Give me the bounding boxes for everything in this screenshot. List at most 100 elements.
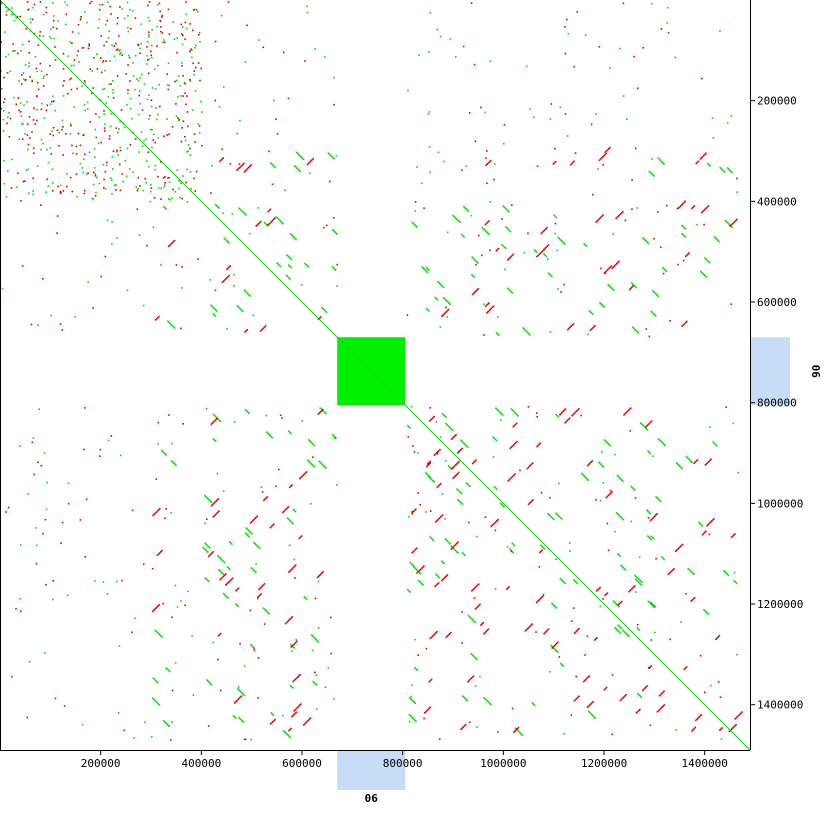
forward-point <box>619 555 621 557</box>
forward-point <box>655 293 657 295</box>
forward-point <box>548 513 550 516</box>
forward-point <box>558 237 561 240</box>
reverse-point <box>551 647 554 649</box>
reverse-point <box>62 190 65 192</box>
forward-point <box>588 711 591 714</box>
reverse-point <box>695 162 698 165</box>
forward-point <box>682 234 684 236</box>
forward-point <box>104 69 106 72</box>
forward-point <box>148 94 150 97</box>
reverse-point <box>19 15 22 18</box>
reverse-point <box>706 524 708 527</box>
reverse-point <box>244 169 247 172</box>
reverse-point <box>475 585 478 588</box>
forward-point <box>474 621 476 624</box>
reverse-point <box>475 459 477 461</box>
forward-point <box>607 442 609 445</box>
forward-point <box>265 431 268 433</box>
forward-point <box>214 309 217 311</box>
reverse-point <box>151 567 154 570</box>
reverse-point <box>614 263 617 266</box>
forward-point <box>208 499 211 501</box>
forward-point <box>514 727 517 730</box>
forward-point <box>171 721 173 723</box>
reverse-point <box>171 616 173 619</box>
reverse-point <box>596 220 599 222</box>
forward-point <box>715 444 718 447</box>
forward-point <box>616 629 619 631</box>
forward-point <box>226 596 228 598</box>
reverse-point <box>662 272 665 275</box>
forward-point <box>108 30 111 32</box>
reverse-point <box>420 567 423 570</box>
reverse-point <box>31 80 33 83</box>
forward-point <box>204 577 207 579</box>
forward-point <box>311 649 314 652</box>
reverse-point <box>30 323 33 326</box>
forward-point <box>205 408 208 410</box>
reverse-point <box>589 704 591 706</box>
forward-point <box>471 618 473 620</box>
reverse-point <box>70 88 73 91</box>
reverse-point <box>451 467 454 469</box>
forward-point <box>657 498 660 500</box>
reverse-point <box>291 616 294 618</box>
forward-point <box>652 290 654 292</box>
forward-point <box>301 420 304 422</box>
reverse-point <box>528 465 531 468</box>
reverse-point <box>150 50 152 53</box>
forward-point <box>653 291 655 293</box>
reverse-point <box>269 723 272 725</box>
reverse-point <box>160 26 162 28</box>
reverse-point <box>219 578 221 581</box>
forward-point <box>109 60 111 62</box>
forward-point <box>416 669 419 671</box>
forward-point <box>51 168 54 171</box>
reverse-point <box>618 603 621 605</box>
reverse-point <box>537 254 539 257</box>
reverse-point <box>536 445 538 448</box>
forward-point <box>170 511 172 514</box>
reverse-point <box>489 160 492 162</box>
forward-point <box>173 462 175 464</box>
forward-point <box>151 736 153 738</box>
reverse-point <box>734 725 736 727</box>
reverse-point <box>566 18 568 21</box>
reverse-point <box>71 42 73 44</box>
reverse-point <box>241 163 244 166</box>
forward-point <box>194 47 196 49</box>
forward-point <box>297 152 299 155</box>
forward-point <box>333 698 335 700</box>
reverse-point <box>286 507 289 509</box>
reverse-point <box>608 493 611 495</box>
forward-point <box>32 437 35 439</box>
forward-point <box>288 735 290 738</box>
reverse-point <box>511 475 514 478</box>
reverse-point <box>211 552 213 554</box>
forward-point <box>286 733 288 735</box>
reverse-point <box>28 40 30 43</box>
forward-point <box>267 611 269 614</box>
forward-point <box>11 13 14 16</box>
forward-point <box>211 165 213 167</box>
reverse-point <box>443 313 445 315</box>
reverse-point <box>92 307 94 309</box>
reverse-point <box>287 506 290 508</box>
forward-point <box>105 102 107 104</box>
reverse-point <box>626 410 629 413</box>
forward-point <box>172 21 174 24</box>
forward-point <box>213 439 216 441</box>
forward-point <box>521 734 524 736</box>
forward-point <box>585 245 588 247</box>
reverse-point <box>564 408 567 410</box>
reverse-point <box>66 185 68 188</box>
forward-point <box>86 101 89 104</box>
forward-point <box>36 70 38 73</box>
forward-point <box>221 559 224 561</box>
forward-point <box>255 563 257 565</box>
reverse-point <box>258 595 260 598</box>
forward-point <box>415 720 417 723</box>
reverse-point <box>256 224 259 226</box>
forward-point <box>86 21 88 24</box>
reverse-point <box>147 59 149 61</box>
